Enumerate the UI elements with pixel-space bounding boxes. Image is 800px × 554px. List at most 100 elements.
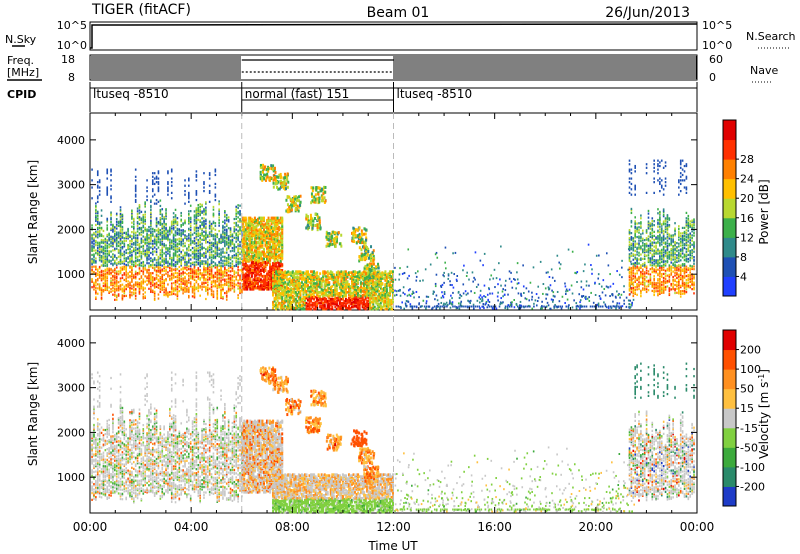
scatter-cell [115, 271, 118, 274]
scatter-cell [225, 263, 228, 266]
scatter-cell [93, 270, 95, 274]
scatter-cell [253, 259, 256, 263]
scatter-cell [167, 236, 169, 239]
scatter-cell [239, 227, 241, 230]
scatter-cell [150, 237, 152, 240]
scatter-cell [249, 231, 252, 235]
scatter-cell [115, 223, 118, 226]
scatter-cell [220, 295, 222, 298]
scatter-cell [100, 289, 103, 293]
scatter-cell [225, 223, 228, 226]
scatter-cell [110, 179, 112, 182]
scatter-cell [300, 278, 303, 281]
scatter-cell [106, 186, 109, 189]
scatter-cell [134, 259, 137, 263]
scatter-cell [112, 284, 114, 287]
scatter-cell [258, 238, 261, 242]
scatter-cell [180, 218, 183, 221]
scatter-cell [272, 289, 275, 292]
scatter-cell [163, 232, 165, 235]
scatter-cell [225, 240, 228, 243]
scatter-cell [281, 299, 284, 303]
scatter-cell [108, 268, 110, 272]
scatter-cell [193, 269, 196, 272]
scatter-cell [127, 257, 129, 260]
scatter-cell [176, 292, 179, 295]
scatter-cell [91, 247, 93, 250]
scatter-cell [104, 284, 107, 287]
scatter-cell [114, 285, 116, 288]
scatter-cell [250, 287, 253, 291]
scatter-cell [153, 246, 156, 249]
scatter-cell [121, 290, 124, 293]
scatter-cell [163, 291, 165, 294]
scatter-cell [131, 213, 133, 216]
scatter-cell [114, 234, 116, 237]
scatter-cell [157, 274, 160, 277]
scatter-cell [233, 246, 236, 249]
scatter-cell [134, 265, 137, 268]
scatter-cell [165, 214, 167, 218]
scatter-cell [195, 244, 198, 248]
scatter-cell [225, 290, 228, 293]
scatter-cell [291, 294, 294, 298]
scatter-cell [227, 261, 230, 265]
scatter-cell [212, 264, 215, 268]
scatter-cell [297, 295, 300, 299]
scatter-cell [150, 239, 152, 242]
scatter-cell [151, 289, 154, 292]
scatter-cell [206, 235, 209, 238]
scatter-cell [269, 231, 272, 235]
scatter-cell [104, 243, 107, 246]
scatter-cell [261, 287, 264, 291]
scatter-cell [110, 188, 112, 191]
scatter-cell [138, 228, 141, 231]
scatter-cell [163, 257, 165, 260]
scatter-cell [115, 279, 118, 283]
scatter-cell [227, 245, 230, 249]
scatter-cell [142, 221, 145, 225]
scatter-cell [144, 201, 146, 204]
scatter-cell [161, 256, 164, 259]
scatter-cell [180, 242, 183, 246]
scatter-cell [278, 218, 281, 222]
scatter-cell [199, 234, 201, 237]
scatter-cell [272, 232, 275, 236]
scatter-cell [161, 280, 164, 283]
scatter-cell [239, 211, 241, 214]
scatter-cell [195, 191, 198, 194]
scatter-cell [184, 230, 186, 233]
scatter-cell [239, 277, 241, 280]
scatter-cell [212, 234, 215, 237]
scatter-cell [220, 251, 222, 254]
scatter-cell [155, 198, 158, 202]
scatter-cell [191, 269, 194, 272]
scatter-cell [276, 248, 279, 252]
scatter-cell [151, 284, 154, 287]
scatter-cell [272, 216, 275, 220]
scatter-cell [129, 281, 131, 284]
scatter-cell [91, 260, 93, 263]
scatter-cell [243, 258, 246, 262]
scatter-cell [224, 278, 226, 281]
scatter-cell [212, 256, 215, 260]
scatter-cell [184, 234, 186, 237]
scatter-cell [93, 238, 95, 241]
scatter-cell [285, 299, 288, 303]
scatter-cell [203, 234, 205, 237]
scatter-cell [142, 279, 145, 282]
scatter-cell [282, 305, 285, 309]
scatter-cell [106, 268, 109, 271]
scatter-cell [170, 242, 173, 245]
scatter-cell [267, 223, 270, 227]
scatter-cell [172, 220, 175, 223]
scatter-cell [178, 277, 181, 281]
scatter-cell [121, 216, 124, 219]
scatter-cell [205, 281, 207, 284]
scatter-cell [220, 267, 222, 270]
scatter-cell [150, 285, 152, 288]
scatter-cell [112, 274, 114, 278]
scatter-cell [203, 213, 205, 216]
scatter-cell [167, 252, 169, 255]
scatter-cell [297, 288, 300, 291]
